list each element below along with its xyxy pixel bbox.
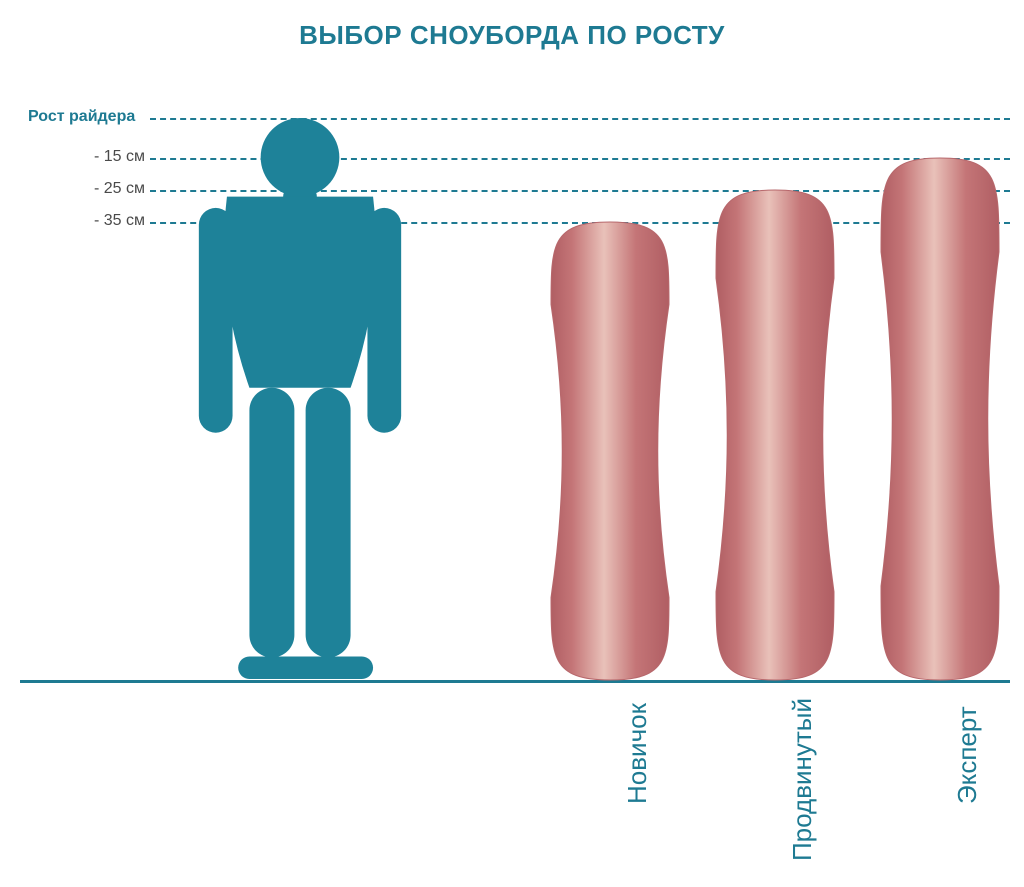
scene-svg (0, 0, 1024, 887)
snowboard-0 (551, 222, 669, 680)
snowboards-group (551, 158, 999, 680)
person-silhouette (199, 118, 401, 679)
infographic-stage: ВЫБОР СНОУБОРДА ПО РОСТУ Рост райдера - … (0, 0, 1024, 887)
snowboard-1 (716, 190, 834, 680)
snowboard-2 (881, 158, 999, 680)
board-label-1: Продвинутый (787, 698, 818, 861)
board-label-2: Эксперт (952, 706, 983, 804)
board-label-0: Новичок (622, 703, 653, 804)
